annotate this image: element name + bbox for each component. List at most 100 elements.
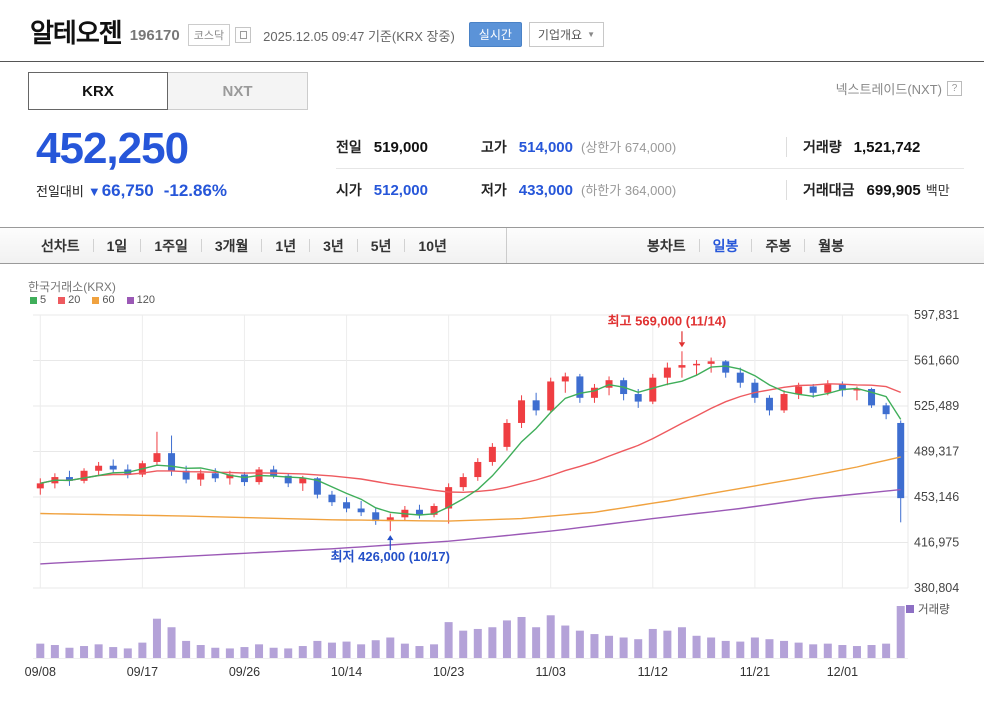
up-arrow-icon (387, 535, 394, 541)
legend-swatch (92, 296, 100, 304)
price-chart: 597,831 561,660 525,489 489,317 453,146 416,9… (25, 308, 960, 679)
ma-legend-item-120: 120 (126, 294, 155, 306)
ma-line-120 (40, 488, 901, 565)
low-annotation: 최저 426,000 (10/17) (331, 549, 450, 564)
chart-toolbar: 선차트 1일 1주일 3개월 1년 3년 5년 10년 봉차트 일봉 주봉 월봉 (0, 227, 984, 264)
period-button-6[interactable]: 10년 (418, 237, 447, 254)
line-chart-label: 선차트 (41, 237, 80, 254)
ma-lines-layer (40, 365, 902, 565)
y-axis-label: 489,317 (914, 445, 959, 459)
stat-label: 거래량 (803, 139, 842, 155)
grid-layer (33, 314, 909, 659)
candle-type-button-0[interactable]: 일봉 (712, 237, 739, 254)
stat-extra: (상한가 674,000) (581, 140, 677, 155)
period-button-5[interactable]: 5년 (370, 237, 392, 254)
ma-legend-item-20: 20 (58, 294, 80, 306)
y-axis-label: 525,489 (914, 399, 959, 413)
stat-label: 시가 (336, 182, 362, 198)
help-icon[interactable]: ? (947, 80, 962, 96)
current-price: 452,250 (36, 124, 189, 173)
period-button-0[interactable]: 1일 (106, 237, 128, 254)
stat-label: 저가 (481, 182, 507, 198)
ma-legend: 5 20 60 120 (30, 294, 155, 306)
down-arrow-icon (678, 342, 686, 348)
copy-icon-glyph (239, 30, 247, 39)
tab-krx[interactable]: KRX (28, 72, 168, 110)
change-label: 전일대비 (36, 184, 84, 200)
toolbar-right: 봉차트 일봉 주봉 월봉 (507, 228, 984, 263)
x-axis-label: 11/21 (740, 665, 770, 679)
stat-prev-close: 전일 519,000 (336, 137, 481, 157)
stat-day-low: 저가 433,000 (하한가 364,000) (481, 180, 786, 200)
stat-label: 고가 (481, 139, 507, 155)
x-axis-label: 09/17 (127, 665, 158, 679)
volume-layer (36, 606, 905, 658)
stock-detail-page: 알테오젠 196170 코스닥 2025.12.05 09:47 기준(KRX … (0, 13, 984, 696)
stat-trade-value: 거래대금 699,905 백만 (786, 180, 964, 200)
stat-unit: 백만 (925, 183, 950, 198)
datetime-note: 2025.12.05 09:47 기준(KRX 장중) (263, 29, 455, 44)
candle-type-button-1[interactable]: 주봉 (765, 237, 792, 254)
title-row: 알테오젠 196170 코스닥 2025.12.05 09:47 기준(KRX … (30, 13, 964, 50)
y-axis-label: 453,146 (914, 490, 959, 504)
stat-label: 거래대금 (803, 182, 855, 198)
annotations-layer: 최고 569,000 (11/14) 최저 426,000 (10/17) (331, 313, 727, 564)
high-annotation: 최고 569,000 (11/14) (608, 313, 727, 328)
toolbar-separator (200, 239, 202, 252)
nxt-info: 넥스트레이드(NXT) ? (836, 79, 962, 98)
x-axis-label: 10/23 (433, 665, 464, 679)
x-axis-label: 10/14 (331, 665, 362, 679)
stat-value: 514,000 (518, 139, 573, 156)
market-tabs: KRX NXT 넥스트레이드(NXT) ? (0, 72, 984, 110)
stat-value: 512,000 (373, 182, 428, 199)
toolbar-separator (404, 239, 406, 252)
toolbar-separator (356, 239, 358, 252)
legend-swatch (58, 296, 66, 304)
stat-day-high: 고가 514,000 (상한가 674,000) (481, 137, 786, 157)
stock-name: 알테오젠 (30, 18, 123, 48)
ma-line-60 (40, 456, 901, 522)
volume-legend-label: 거래량 (918, 603, 950, 616)
company-overview-button[interactable]: 기업개요 ▼ (528, 22, 605, 47)
realtime-button[interactable]: 실시간 (468, 22, 522, 47)
stock-code: 196170 (129, 27, 180, 44)
stat-extra: (하한가 364,000) (581, 183, 677, 198)
volume-legend-swatch (906, 605, 914, 613)
stat-value: 1,521,742 (853, 139, 921, 156)
candle-type-button-2[interactable]: 월봉 (818, 237, 844, 254)
stat-label: 전일 (336, 139, 362, 155)
legend-swatch (126, 296, 134, 304)
x-axis-label: 11/03 (536, 665, 566, 679)
stat-value: 519,000 (373, 139, 428, 156)
stat-value: 433,000 (518, 182, 573, 199)
toolbar-separator (698, 239, 700, 252)
period-button-4[interactable]: 3년 (323, 237, 344, 254)
stats-table: 전일 519,000 고가 514,000 (상한가 674,000) 거래량 1,521,… (336, 126, 964, 211)
toolbar-left: 선차트 1일 1주일 3개월 1년 3년 5년 10년 (0, 228, 507, 263)
company-overview-label: 기업개요 (537, 28, 583, 42)
exchange-label: 한국거래소(KRX) (28, 280, 116, 294)
candle-chart-label: 봉차트 (647, 237, 686, 254)
down-arrow-icon: ▼ (87, 184, 101, 200)
stat-value: 699,905 (866, 182, 921, 199)
stat-volume: 거래량 1,521,742 (786, 137, 964, 157)
period-button-3[interactable]: 1년 (275, 237, 297, 254)
x-axis-label: 11/12 (638, 665, 668, 679)
copy-icon[interactable] (235, 26, 252, 43)
axis-labels: 597,831 561,660 525,489 489,317 453,146 416,9… (25, 308, 960, 679)
stats-row: 시가 512,000 저가 433,000 (하한가 364,000) 거래대금 699,9… (336, 168, 964, 211)
ma-legend-item-60: 60 (92, 294, 115, 306)
toolbar-separator (751, 239, 753, 252)
chart-section: 한국거래소(KRX) 5 20 60 120 597,831 561,660 525,48… (0, 278, 984, 696)
toolbar-separator (309, 239, 311, 252)
period-button-1[interactable]: 1주일 (154, 237, 188, 254)
stat-day-open: 시가 512,000 (336, 180, 481, 200)
tab-nxt[interactable]: NXT (168, 72, 308, 110)
toolbar-separator (261, 239, 263, 252)
x-axis-label: 12/01 (827, 665, 858, 679)
x-axis-label: 09/26 (229, 665, 260, 679)
nxt-info-label: 넥스트레이드(NXT) (835, 81, 942, 97)
period-button-2[interactable]: 3개월 (214, 237, 249, 254)
stats-row: 전일 519,000 고가 514,000 (상한가 674,000) 거래량 1,521,… (336, 126, 964, 168)
legend-swatch (30, 296, 37, 304)
